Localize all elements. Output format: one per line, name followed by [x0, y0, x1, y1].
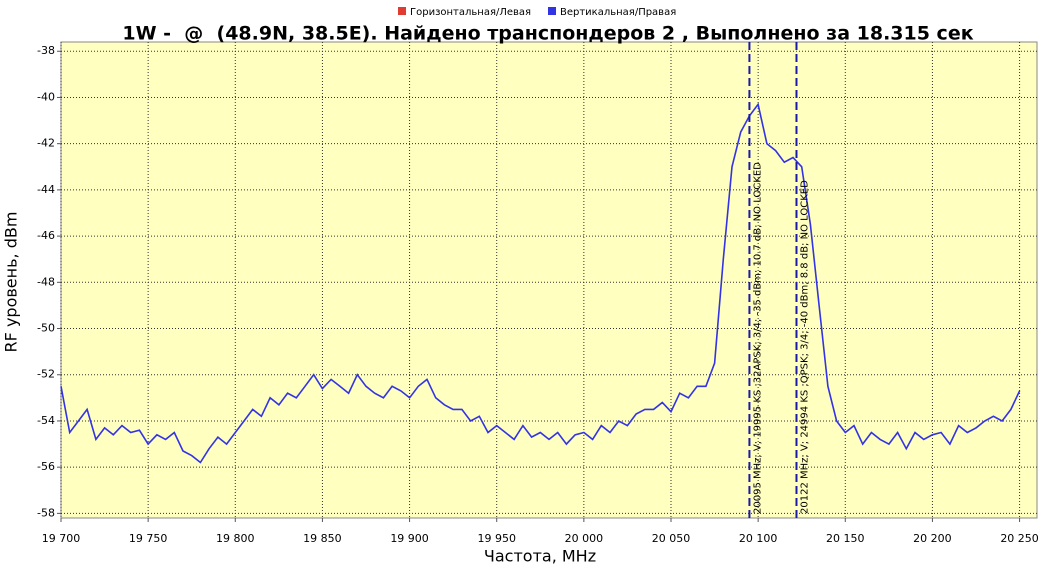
y-tick-label: -54 — [37, 414, 55, 427]
x-tick-label: 19 800 — [216, 532, 255, 545]
x-tick-label: 19 700 — [42, 532, 81, 545]
y-tick-label: -52 — [37, 368, 55, 381]
marker-label: 20095 MHz; V; 19995 KS ;32APSK; 3/4; -35… — [752, 162, 763, 514]
legend-label: Горизонтальная/Левая — [410, 7, 531, 18]
y-tick-label: -44 — [37, 183, 55, 196]
x-tick-label: 19 950 — [477, 532, 516, 545]
y-tick-label: -38 — [37, 44, 55, 57]
plot-area — [60, 41, 1038, 519]
y-tick-label: -42 — [37, 137, 55, 150]
chart-title: 1W - @ (48.9N, 38.5E). Найдено транспонд… — [122, 23, 973, 45]
x-tick-label: 20 250 — [1000, 532, 1039, 545]
y-tick-label: -56 — [37, 460, 55, 473]
marker-label: 20122 MHz; V; 24994 KS ;QPSK; 3/4; -40 d… — [799, 180, 810, 514]
x-axis-label: Частота, MHz — [484, 547, 596, 566]
y-tick-label: -48 — [37, 275, 55, 288]
legend-swatch — [548, 7, 556, 15]
x-tick-label: 19 900 — [390, 532, 429, 545]
x-tick-label: 19 750 — [129, 532, 168, 545]
x-tick-label: 19 850 — [303, 532, 342, 545]
legend-swatch — [398, 7, 406, 15]
y-axis-label: RF уровень, dBm — [2, 212, 21, 353]
y-tick-label: -46 — [37, 229, 55, 242]
x-tick-label: 20 150 — [826, 532, 865, 545]
legend-label: Вертикальная/Правая — [560, 7, 676, 18]
y-tick-label: -50 — [37, 322, 55, 335]
x-tick-label: 20 100 — [739, 532, 778, 545]
y-tick-label: -40 — [37, 90, 55, 103]
data-line — [60, 102, 1021, 464]
x-tick-label: 20 050 — [652, 532, 691, 545]
x-tick-label: 20 200 — [913, 532, 952, 545]
y-tick-label: -58 — [37, 506, 55, 519]
x-tick-label: 20 000 — [565, 532, 604, 545]
